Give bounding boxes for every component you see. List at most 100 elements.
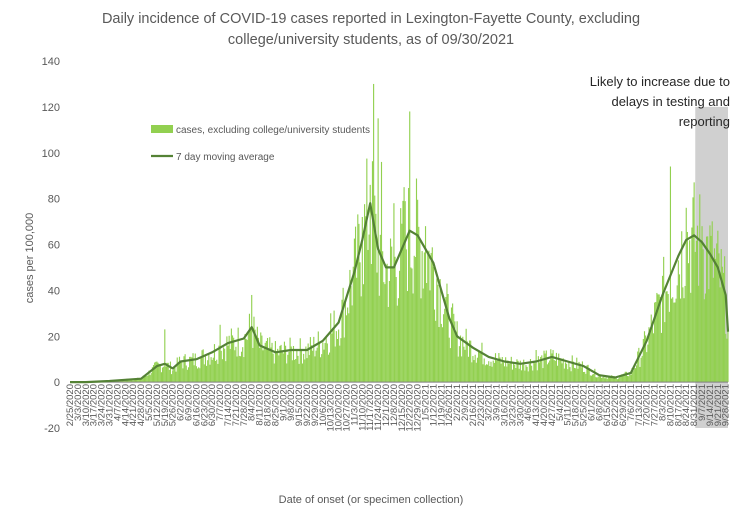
x-tick-label: 9/21/2021 (713, 384, 724, 426)
daily-case-bar (167, 362, 169, 383)
daily-case-bar (722, 272, 725, 383)
daily-case-bar (617, 378, 620, 383)
daily-case-bar (332, 327, 334, 383)
daily-case-bar (506, 366, 508, 383)
daily-case-bar (699, 194, 701, 383)
daily-case-bar (689, 240, 691, 383)
daily-case-bar (224, 348, 226, 383)
daily-case-bar (156, 361, 158, 383)
daily-case-bar (150, 373, 152, 383)
x-tick-label: 6/22/2021 (610, 384, 621, 426)
daily-case-bar (127, 379, 129, 383)
daily-case-bar (356, 277, 358, 383)
daily-case-bar (657, 294, 659, 383)
daily-case-bar (182, 368, 184, 383)
daily-case-bar (174, 367, 176, 383)
daily-case-bar (138, 379, 140, 383)
daily-case-bar (702, 249, 704, 383)
daily-case-bar (610, 376, 612, 383)
daily-case-bar (663, 256, 665, 383)
daily-case-bar (463, 346, 465, 383)
daily-case-bar (274, 341, 276, 383)
daily-case-bar (185, 365, 187, 383)
daily-case-bar (354, 226, 357, 383)
daily-case-bar (704, 293, 706, 383)
daily-case-bar (131, 380, 133, 383)
daily-case-bar (464, 349, 466, 383)
x-tick-label: 3/23/2021 (507, 384, 518, 426)
daily-case-bar (379, 234, 381, 383)
daily-case-bar (449, 348, 451, 383)
daily-case-bar (180, 360, 182, 383)
daily-case-bar (171, 374, 173, 383)
daily-case-bar (527, 371, 529, 383)
daily-case-bar (638, 347, 640, 383)
x-tick-label: 7/20/2021 (642, 384, 653, 426)
y-tick-label: 140 (42, 56, 60, 68)
daily-case-bar (474, 354, 476, 383)
daily-case-bar (725, 333, 727, 383)
daily-case-bar (255, 338, 257, 383)
daily-case-bar (217, 363, 219, 383)
daily-case-bar (242, 347, 244, 383)
daily-case-bar (413, 255, 415, 383)
daily-case-bar (659, 297, 661, 383)
daily-case-bar (584, 371, 586, 383)
daily-case-bar (471, 362, 473, 383)
daily-case-bar (620, 376, 622, 383)
daily-case-bar (459, 335, 462, 383)
daily-case-bar (599, 374, 602, 383)
daily-case-bar (411, 268, 413, 383)
y-tick-label: 80 (48, 194, 60, 206)
daily-case-bar (227, 345, 229, 383)
daily-case-bar (685, 207, 687, 383)
daily-case-bar (482, 364, 484, 383)
daily-case-bar (250, 328, 252, 383)
daily-case-bar (272, 353, 274, 383)
daily-case-bar (634, 368, 637, 383)
daily-case-bar (175, 371, 177, 383)
daily-case-bar (238, 355, 240, 383)
daily-case-bar (336, 338, 339, 383)
daily-case-bar (593, 374, 595, 383)
y-tick-label: 60 (48, 240, 60, 252)
daily-case-bar (322, 342, 324, 383)
y-axis-label: cases per 100,000 (24, 212, 36, 304)
daily-case-bar (551, 353, 553, 383)
daily-case-bar (364, 204, 366, 383)
daily-case-bar (327, 354, 330, 383)
daily-case-bar (473, 360, 475, 383)
daily-case-bar (378, 295, 380, 383)
daily-case-bar (529, 359, 532, 383)
daily-case-bar (288, 352, 290, 383)
daily-case-bar (668, 311, 670, 383)
daily-case-bar (142, 375, 144, 383)
daily-case-bar (256, 326, 258, 383)
daily-case-bar (163, 366, 165, 383)
daily-case-bar (531, 365, 533, 383)
daily-case-bar (301, 363, 304, 383)
daily-case-bar (289, 337, 291, 383)
daily-case-bar (445, 296, 447, 383)
daily-case-bar (393, 203, 395, 383)
daily-case-bar (537, 356, 539, 383)
daily-case-bar (427, 253, 429, 383)
daily-case-bar (561, 363, 563, 383)
daily-case-bar (190, 356, 192, 383)
daily-case-bar (456, 321, 458, 383)
daily-case-bar (648, 327, 650, 383)
x-tick-label: 3/16/2021 (500, 384, 511, 426)
daily-case-bar (630, 374, 632, 383)
daily-case-bar (597, 376, 599, 383)
daily-case-bar (360, 296, 362, 383)
daily-case-bar (483, 358, 485, 383)
y-tick-label: 40 (48, 285, 60, 297)
daily-case-bar (690, 292, 692, 383)
daily-case-bar (687, 263, 690, 383)
daily-case-bar (219, 324, 221, 383)
daily-case-bar (194, 353, 196, 383)
daily-case-bar (192, 353, 194, 383)
x-tick-label: 8/10/2021 (665, 384, 676, 426)
daily-case-bar (177, 364, 179, 383)
x-tick-label: 7/7/2020 (215, 384, 226, 421)
